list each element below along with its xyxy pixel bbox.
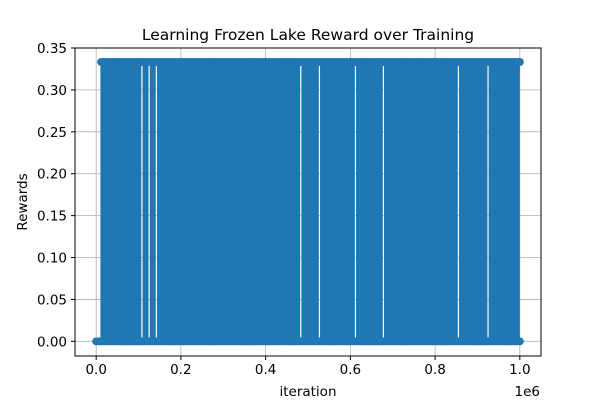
series-oscillation-band <box>320 61 355 342</box>
series-oscillation-band <box>142 61 149 342</box>
y-tick-label: 0.05 <box>37 292 67 308</box>
x-axis-offset-text: 1e6 <box>515 384 540 400</box>
data-point <box>515 337 524 346</box>
y-axis-label: Rewards <box>15 173 31 230</box>
plot-frame <box>74 47 542 357</box>
x-tick-label: 0.2 <box>170 362 191 378</box>
series-oscillation-band <box>356 61 383 342</box>
y-tick-label: 0.25 <box>37 125 67 141</box>
series-oscillation-band <box>156 61 301 342</box>
data-point <box>515 57 524 66</box>
x-tick-label: 0.0 <box>85 362 106 378</box>
y-tick-label: 0.35 <box>37 41 67 57</box>
axis-ticks: 0.0 0.2 0.4 0.6 0.8 1.0 0.00 0.05 0.10 0.15 0.20 0.… <box>37 41 531 378</box>
x-tick-label: 0.6 <box>340 362 361 378</box>
series-oscillation-band <box>488 61 520 342</box>
series-oscillation-band <box>100 61 142 342</box>
x-tick-label: 1.0 <box>509 362 530 378</box>
series-oscillation-band <box>458 61 488 342</box>
y-tick-label: 0.10 <box>37 251 67 267</box>
x-axis-label: iteration <box>279 384 336 400</box>
y-tick-label: 0.30 <box>37 83 67 99</box>
y-tick-label: 0.15 <box>37 209 67 225</box>
y-tick-label: 0.00 <box>37 334 67 350</box>
series-oscillation-band <box>301 61 319 342</box>
data-series <box>92 57 524 346</box>
chart-title: Learning Frozen Lake Reward over Trainin… <box>142 26 474 44</box>
x-tick-label: 0.4 <box>255 362 276 378</box>
y-tick-label: 0.20 <box>37 167 67 183</box>
series-oscillation-band <box>149 61 156 342</box>
series-oscillation-band <box>384 61 458 342</box>
x-tick-label: 0.8 <box>424 362 445 378</box>
